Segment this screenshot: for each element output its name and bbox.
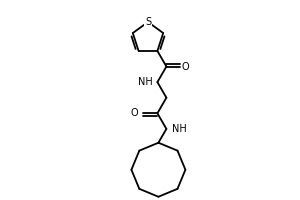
Text: O: O xyxy=(131,108,138,118)
Text: S: S xyxy=(145,17,151,27)
Text: NH: NH xyxy=(138,77,152,87)
Text: O: O xyxy=(182,62,189,72)
Text: NH: NH xyxy=(172,124,187,134)
